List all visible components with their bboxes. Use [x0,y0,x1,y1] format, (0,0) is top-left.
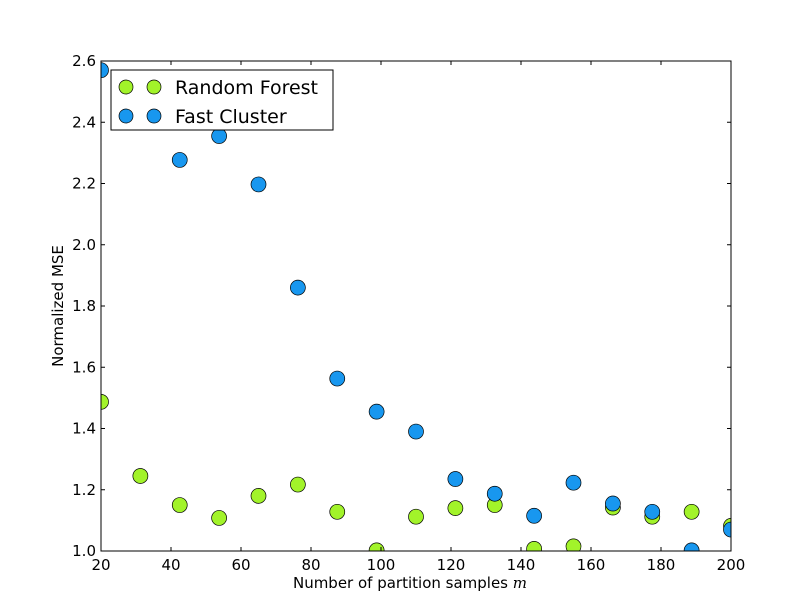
x-tick-label: 20 [91,556,110,574]
point-random-forest [290,476,306,493]
x-tick-label: 140 [507,556,536,574]
legend: Random Forest Fast Cluster [110,69,334,131]
x-tick-label: 80 [301,556,320,574]
point-fast-cluster [526,507,542,524]
point-random-forest [447,500,464,516]
point-random-forest [132,468,149,484]
y-tick-label: 1.0 [72,542,96,560]
point-fast-cluster [644,503,661,520]
point-random-forest [683,503,700,520]
point-fast-cluster [683,542,700,551]
point-fast-cluster [408,423,424,440]
point-fast-cluster [290,279,306,296]
x-tick-label: 200 [717,556,746,574]
y-axis-label: Normalized MSE [49,245,67,367]
point-random-forest [526,541,542,551]
point-fast-cluster [723,521,731,538]
x-tick-label: 60 [231,556,250,574]
point-fast-cluster [447,471,464,487]
point-fast-cluster [171,152,188,168]
y-tick-label: 1.2 [72,481,96,499]
legend-marker-fast-cluster-2 [146,108,162,124]
y-tick-label: 1.6 [72,358,96,376]
legend-marker-random-forest-2 [146,79,162,95]
point-random-forest [211,510,227,526]
point-random-forest [329,503,346,520]
point-random-forest [565,538,582,551]
x-tick-label: 180 [647,556,676,574]
legend-marker-random-forest-1 [118,79,134,95]
point-fast-cluster [605,495,621,512]
legend-marker-fast-cluster-1 [118,108,134,124]
point-fast-cluster [329,370,346,387]
x-axis-label-variable: m [513,574,527,592]
x-axis-label: Number of partition samples m [293,574,527,592]
legend-label-fast-cluster: Fast Cluster [175,106,287,128]
x-tick-label: 100 [367,556,396,574]
point-fast-cluster [486,485,503,502]
data-points [101,62,731,551]
y-tick-label: 1.4 [72,420,96,438]
point-fast-cluster [211,128,227,144]
x-tick-label: 160 [577,556,606,574]
point-random-forest [250,488,267,504]
x-tick-label: 40 [161,556,180,574]
y-tick-label: 2.0 [72,236,96,254]
point-random-forest [171,497,188,513]
point-fast-cluster [101,62,109,79]
point-random-forest [408,508,424,525]
legend-label-random-forest: Random Forest [175,77,318,99]
plot-background [101,61,731,551]
y-tick-label: 2.4 [72,113,96,131]
point-random-forest [368,542,385,551]
y-tick-label: 2.2 [72,175,96,193]
point-random-forest [101,394,109,410]
point-fast-cluster [565,474,582,491]
x-axis-label-text: Number of partition samples [293,574,508,592]
y-tick-label: 2.6 [72,52,96,70]
y-tick-label: 1.8 [72,297,96,315]
axis-ticks: 20 40 60 80 100 120 140 160 180 200 1.0 1.2 1.4 1.6 1.… [72,52,745,574]
point-fast-cluster [250,176,267,193]
point-fast-cluster [368,403,385,420]
x-tick-label: 120 [437,556,466,574]
